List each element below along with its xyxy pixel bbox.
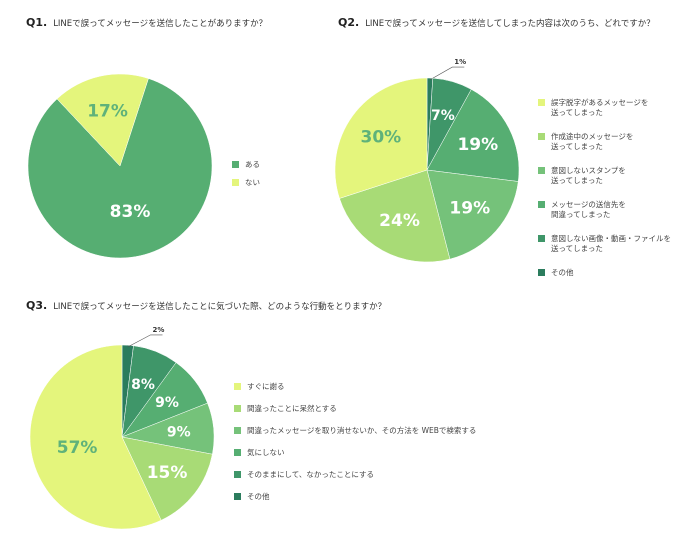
q3-callout-line: [127, 334, 163, 348]
q3-legend: すぐに謝る間違ったことに呆然とする間違ったメッセージを取り消せないか、その方法を…: [234, 382, 476, 514]
legend-swatch: [538, 133, 545, 140]
legend-item: 作成途中のメッセージを 送ってしまった: [538, 132, 671, 152]
q2-slice-0: [334, 77, 428, 199]
legend-item: 間違ったことに呆然とする: [234, 404, 476, 414]
q2-slice-2: [426, 169, 519, 260]
legend-item: 意図しないスタンプを 送ってしまった: [538, 166, 671, 186]
legend-label: 意図しない画像・動画・ファイルを 送ってしまった: [551, 234, 671, 253]
q2-title-text: LINEで誤ってメッセージを送信してしまった内容は次のうち、どれですか？: [365, 18, 655, 29]
legend-swatch: [538, 167, 545, 174]
legend-swatch: [538, 99, 545, 106]
q3-label-4: 8%: [131, 377, 155, 393]
q2-label-3: 19%: [457, 135, 498, 155]
legend-label: その他: [551, 268, 574, 277]
q2-legend: 誤字脱字があるメッセージを 送ってしまった 作成途中のメッセージを 送ってしまった…: [538, 98, 671, 292]
q2-label-5: 1%: [454, 58, 466, 66]
legend-item: 間違ったメッセージを取り消せないか、その方法を WEBで検索する: [234, 426, 476, 436]
q3-title-text: LINEで誤ってメッセージを送信したことに気づいた際、どのような行動をとりますか…: [53, 301, 387, 312]
legend-item: 誤字脱字があるメッセージを 送ってしまった: [538, 98, 671, 118]
q3-slice-0: [29, 344, 162, 530]
legend-swatch: [234, 449, 241, 456]
q2-label-0: 30%: [361, 127, 402, 147]
q2-callout-line: [429, 66, 465, 81]
q3-number: Q3.: [20, 299, 52, 314]
legend-label: そのままにして、なかったことにする: [247, 470, 374, 479]
q3-label-0: 57%: [57, 438, 98, 458]
legend-swatch: [232, 179, 239, 186]
q1-legend: ある ない: [232, 160, 260, 196]
legend-swatch: [234, 405, 241, 412]
legend-swatch: [538, 269, 545, 276]
legend-label: 気にしない: [247, 448, 285, 457]
q3-label-5: 2%: [153, 326, 165, 334]
legend-label: 間違ったことに呆然とする: [247, 404, 337, 413]
legend-swatch: [234, 493, 241, 500]
q2-label-1: 24%: [379, 211, 420, 231]
legend-item: すぐに謝る: [234, 382, 476, 392]
q3-title: Q3. LINEで誤ってメッセージを送信したことに気づいた際、どのような行動をとり…: [20, 299, 387, 314]
q1-title-text: LINEで誤ってメッセージを送信したことがありますか？: [53, 18, 268, 29]
legend-item: メッセージの送信先を 間違ってしまった: [538, 200, 671, 220]
legend-label: その他: [247, 492, 270, 501]
q2-title: Q2. LINEで誤ってメッセージを送信してしまった内容は次のうち、どれですか？: [332, 16, 655, 31]
legend-label: 作成途中のメッセージを 送ってしまった: [551, 132, 634, 151]
legend-label: 間違ったメッセージを取り消せないか、その方法を WEBで検索する: [247, 426, 477, 435]
legend-item: 気にしない: [234, 448, 476, 458]
legend-swatch: [538, 235, 545, 242]
legend-item: 意図しない画像・動画・ファイルを 送ってしまった: [538, 234, 671, 254]
q1-slice-1: [56, 73, 149, 167]
legend-label: ない: [245, 178, 260, 187]
q1-title: Q1. LINEで誤ってメッセージを送信したことがありますか？: [20, 16, 268, 31]
q3-slice-1: [121, 436, 213, 521]
legend-swatch: [234, 383, 241, 390]
legend-item: ある: [232, 160, 260, 170]
q3-label-1: 15%: [147, 463, 188, 483]
legend-label: ある: [245, 160, 260, 169]
legend-item: ない: [232, 178, 260, 188]
q2-label-4: 7%: [431, 108, 455, 124]
legend-swatch: [234, 471, 241, 478]
q3-label-3: 9%: [155, 395, 179, 411]
q2-number: Q2.: [332, 16, 364, 31]
legend-label: 誤字脱字があるメッセージを 送ってしまった: [551, 98, 649, 117]
q3-label-2: 9%: [167, 425, 191, 441]
q1-number: Q1.: [20, 16, 52, 31]
legend-swatch: [234, 427, 241, 434]
legend-label: メッセージの送信先を 間違ってしまった: [551, 200, 626, 219]
q1-label-1: 17%: [87, 101, 128, 121]
legend-label: すぐに謝る: [247, 382, 285, 391]
legend-item: その他: [538, 268, 671, 278]
q2-slice-3: [426, 89, 520, 182]
q1-label-0: 83%: [110, 202, 151, 222]
q2-label-2: 19%: [449, 199, 490, 219]
legend-label: 意図しないスタンプを 送ってしまった: [551, 166, 626, 185]
legend-item: そのままにして、なかったことにする: [234, 470, 476, 480]
q2-slice-1: [339, 169, 451, 263]
q1-slice-0: [27, 78, 213, 259]
legend-item: その他: [234, 492, 476, 502]
legend-swatch: [538, 201, 545, 208]
legend-swatch: [232, 161, 239, 168]
